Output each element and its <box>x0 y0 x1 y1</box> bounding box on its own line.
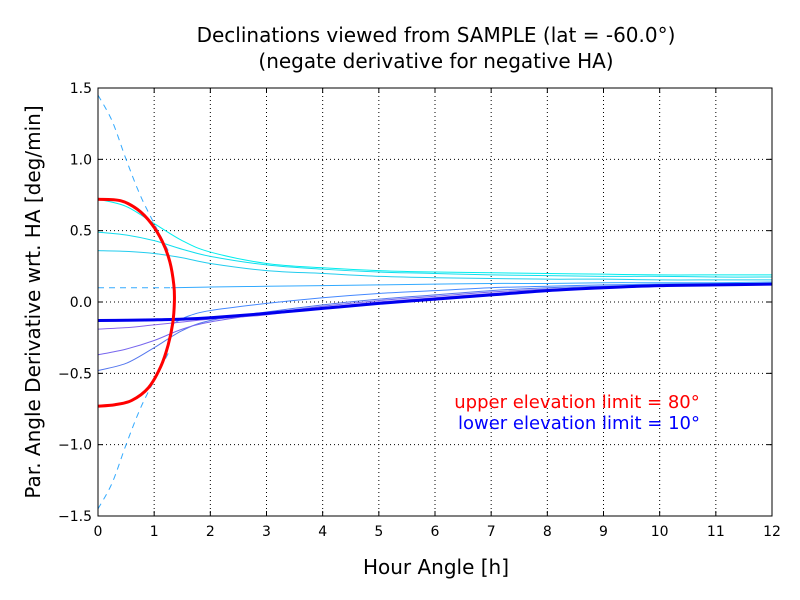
y-tick-label: −1.0 <box>58 438 92 454</box>
x-tick-label: 2 <box>206 524 215 540</box>
chart-title: Declinations viewed from SAMPLE (lat = -… <box>197 23 676 47</box>
grid-lines <box>98 88 772 516</box>
x-tick-label: 9 <box>599 524 608 540</box>
y-tick-label: 1.0 <box>70 152 92 168</box>
x-tick-label: 8 <box>543 524 552 540</box>
series-line <box>171 281 773 289</box>
x-tick-label: 7 <box>487 524 496 540</box>
x-tick-label: 12 <box>763 524 781 540</box>
y-tick-labels: 1.5 1.0 0.5 0.0 −0.5 −1.0 −1.5 <box>58 81 92 525</box>
x-tick-label: 10 <box>651 524 669 540</box>
x-tick-label: 3 <box>262 524 271 540</box>
series-line <box>97 250 772 281</box>
x-tick-label: 0 <box>94 524 103 540</box>
chart-subtitle: (negate derivative for negative HA) <box>258 49 613 73</box>
x-tick-label: 5 <box>374 524 383 540</box>
dashed-curve <box>97 94 169 251</box>
x-tick-label: 11 <box>707 524 725 540</box>
lower-elevation-annotation: lower elevation limit = 10° <box>458 413 700 434</box>
y-tick-label: 1.5 <box>70 81 92 97</box>
series-line <box>97 197 176 408</box>
x-tick-label: 1 <box>150 524 159 540</box>
series-line <box>97 198 772 276</box>
y-axis-label: Par. Angle Derivative wrt. HA [deg/min] <box>21 105 45 498</box>
plot-lines <box>97 94 773 510</box>
x-tick-label: 4 <box>318 524 327 540</box>
upper-elevation-annotation: upper elevation limit = 80° <box>454 392 700 413</box>
x-tick-label: 6 <box>431 524 440 540</box>
y-tick-label: 0.5 <box>70 224 92 240</box>
y-tick-label: −1.5 <box>58 509 92 525</box>
x-axis-label: Hour Angle [h] <box>363 555 509 579</box>
series-line <box>97 282 773 323</box>
x-tick-labels: 0 1 2 3 4 5 6 7 8 9 10 11 12 <box>94 524 781 540</box>
y-tick-label: −0.5 <box>58 366 92 382</box>
axis-ticks <box>97 87 773 517</box>
y-tick-label: 0.0 <box>70 295 92 311</box>
